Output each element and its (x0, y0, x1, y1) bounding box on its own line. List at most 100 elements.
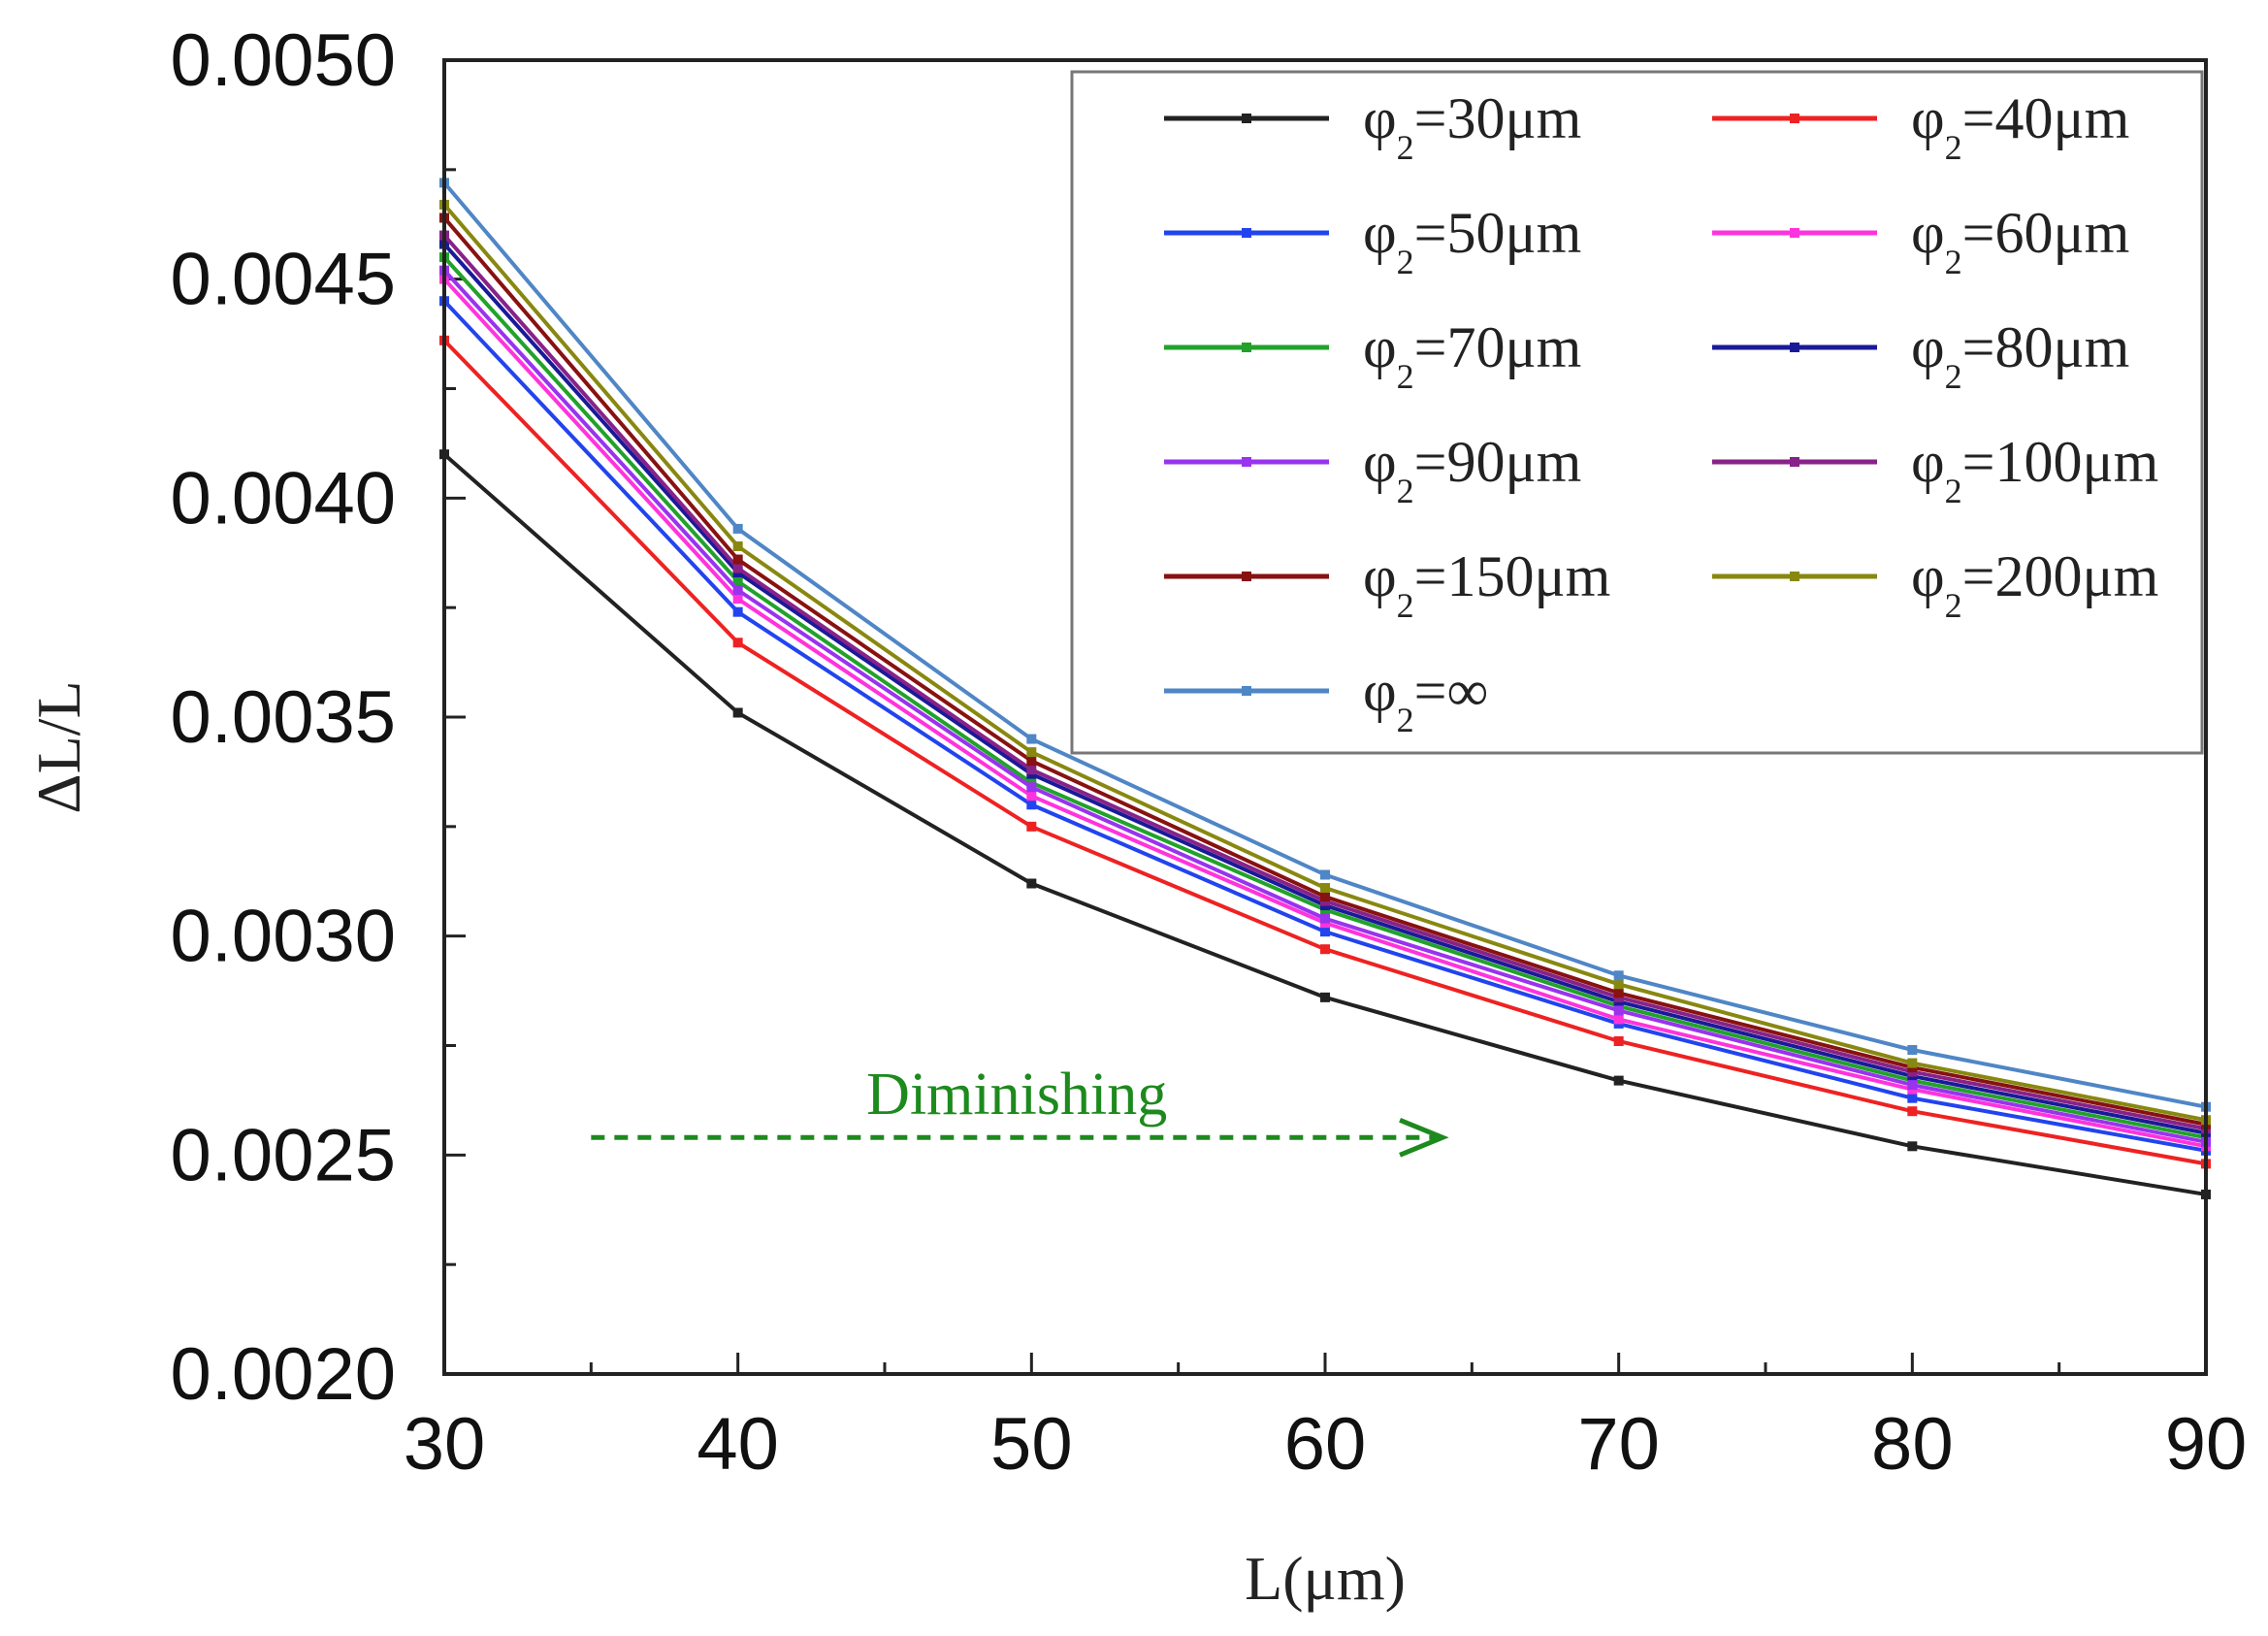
x-axis-title: L(μm) (1245, 1544, 1406, 1613)
legend-subscript: 2 (1397, 701, 1414, 739)
legend-swatch-marker (1790, 457, 1799, 467)
legend-swatch-marker (1242, 228, 1251, 238)
data-point (732, 638, 743, 648)
legend-swatch-marker (1790, 343, 1799, 352)
data-point (732, 576, 743, 587)
data-point (1907, 1045, 1918, 1056)
data-point (1026, 747, 1037, 758)
x-tick-label: 50 (990, 1403, 1073, 1486)
data-point (1613, 1005, 1624, 1016)
data-point (732, 540, 743, 551)
legend-swatch-marker (1790, 228, 1799, 238)
legend-label: φ2=90μm (1363, 430, 1581, 510)
data-point (732, 563, 743, 573)
data-point (1907, 1058, 1918, 1068)
data-point (1026, 821, 1037, 832)
legend-label: φ2=60μm (1911, 201, 2129, 281)
legend-entry: φ2=∞ (1164, 659, 1488, 739)
data-point (1907, 1141, 1918, 1152)
data-point (1613, 1075, 1624, 1086)
legend-subscript: 2 (1397, 243, 1414, 281)
x-tick-label: 80 (1871, 1403, 1954, 1486)
legend-value: =30μm (1414, 86, 1582, 150)
x-tick-labels: 30 40 50 60 70 80 90 (404, 1403, 2248, 1486)
legend-symbol: φ (1911, 201, 1945, 265)
legend-subscript: 2 (1397, 472, 1414, 510)
legend-box (1070, 70, 2204, 755)
data-point (1026, 734, 1037, 744)
data-point (1613, 979, 1624, 990)
legend-swatch-marker (1242, 572, 1251, 581)
legend-swatch-marker (1242, 457, 1251, 467)
x-tick-label: 40 (697, 1403, 779, 1486)
legend-swatch-marker (1242, 343, 1251, 352)
legend-symbol: φ (1363, 86, 1397, 150)
x-tick-label: 60 (1284, 1403, 1367, 1486)
data-point (732, 707, 743, 718)
legend-label: φ2=50μm (1363, 201, 1581, 281)
legend-entry: φ2=100μm (1712, 430, 2158, 510)
legend-swatch-marker (1790, 114, 1799, 123)
y-axis-title: ΔL/L (24, 680, 93, 813)
legend-value: =100μm (1962, 430, 2159, 494)
y-tick-label: 0.0030 (171, 896, 396, 978)
legend-label: φ2=150μm (1363, 544, 1610, 625)
y-tick-label: 0.0040 (171, 457, 396, 540)
data-point (1026, 800, 1037, 810)
data-point (1320, 927, 1330, 937)
data-point (732, 594, 743, 605)
legend-entry: φ2=70μm (1164, 315, 1581, 396)
legend-subscript: 2 (1945, 128, 1962, 167)
data-point (1320, 869, 1330, 880)
legend-entry: φ2=90μm (1164, 430, 1581, 510)
legend-value: =40μm (1962, 86, 2130, 150)
legend-symbol: φ (1911, 315, 1945, 379)
data-point (1907, 1080, 1918, 1091)
legend-subscript: 2 (1945, 472, 1962, 510)
plot-frame (442, 58, 2208, 1376)
annotation-arrow-head (1399, 1117, 1449, 1158)
legend-value: =50μm (1414, 201, 1582, 265)
x-tick-label: 30 (404, 1403, 486, 1486)
legend-label: φ2=200μm (1911, 544, 2158, 625)
legend-value: =70μm (1414, 315, 1582, 379)
legend-value: =90μm (1414, 430, 1582, 494)
legend-subscript: 2 (1397, 357, 1414, 396)
data-point (732, 606, 743, 617)
data-point (732, 585, 743, 596)
legend-value: =200μm (1962, 544, 2159, 608)
legend-value: =150μm (1414, 544, 1611, 608)
legend-subscript: 2 (1945, 243, 1962, 281)
legend-subscript: 2 (1397, 128, 1414, 167)
data-point (1026, 878, 1037, 889)
data-point (1320, 944, 1330, 955)
y-tick-label: 0.0050 (171, 19, 396, 102)
y-tick-labels: 0.0020 0.0025 0.0030 0.0035 0.0040 0.0045 0.00… (171, 19, 396, 1416)
data-point (1026, 756, 1037, 767)
data-point (1613, 988, 1624, 998)
legend-value: =∞ (1414, 659, 1489, 723)
legend-symbol: φ (1363, 315, 1397, 379)
legend-label: φ2=100μm (1911, 430, 2158, 510)
x-tick-label: 90 (2165, 1403, 2248, 1486)
legend-symbol: φ (1363, 201, 1397, 265)
legend-subscript: 2 (1397, 586, 1414, 625)
data-point (1026, 791, 1037, 802)
legend-label: φ2=30μm (1363, 86, 1581, 167)
legend-swatch-marker (1242, 686, 1251, 696)
legend-symbol: φ (1911, 86, 1945, 150)
legend-label: φ2=40μm (1911, 86, 2129, 167)
legend-label: φ2=70μm (1363, 315, 1581, 396)
data-point (1613, 970, 1624, 981)
legend-symbol: φ (1911, 430, 1945, 494)
legend-swatch-marker (1790, 572, 1799, 581)
data-point (1907, 1106, 1918, 1117)
y-tick-label: 0.0025 (171, 1114, 396, 1196)
legend-entry: φ2=30μm (1164, 86, 1581, 167)
data-point (732, 554, 743, 565)
legend-subscript: 2 (1945, 357, 1962, 396)
legend-symbol: φ (1911, 544, 1945, 608)
data-point (1320, 913, 1330, 924)
